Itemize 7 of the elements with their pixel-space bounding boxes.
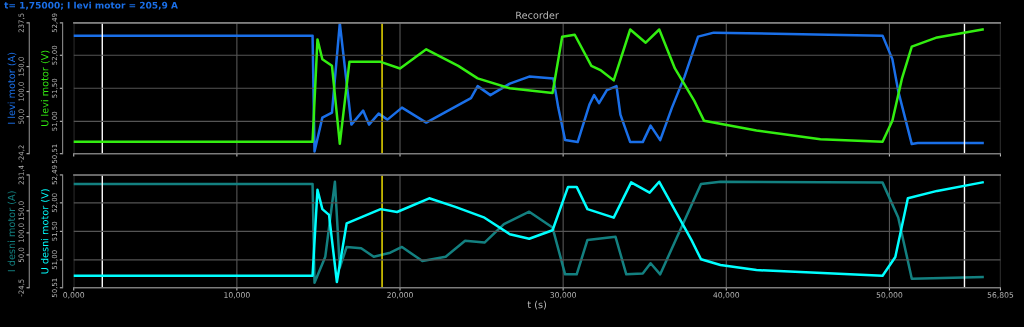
text: t= 1,75000; I levi motor = 205,9 A — [4, 1, 178, 10]
y2-axis-title: U desni motor (V) — [40, 189, 50, 274]
x-axis-title: t (s) — [527, 300, 547, 310]
y-axis-title: I desni motor (A) — [7, 191, 17, 272]
y2-axis-title: U levi motor (V) — [40, 50, 50, 126]
chart-title: Recorder — [516, 11, 559, 19]
y-axis-title: I levi motor (A) — [7, 52, 17, 124]
